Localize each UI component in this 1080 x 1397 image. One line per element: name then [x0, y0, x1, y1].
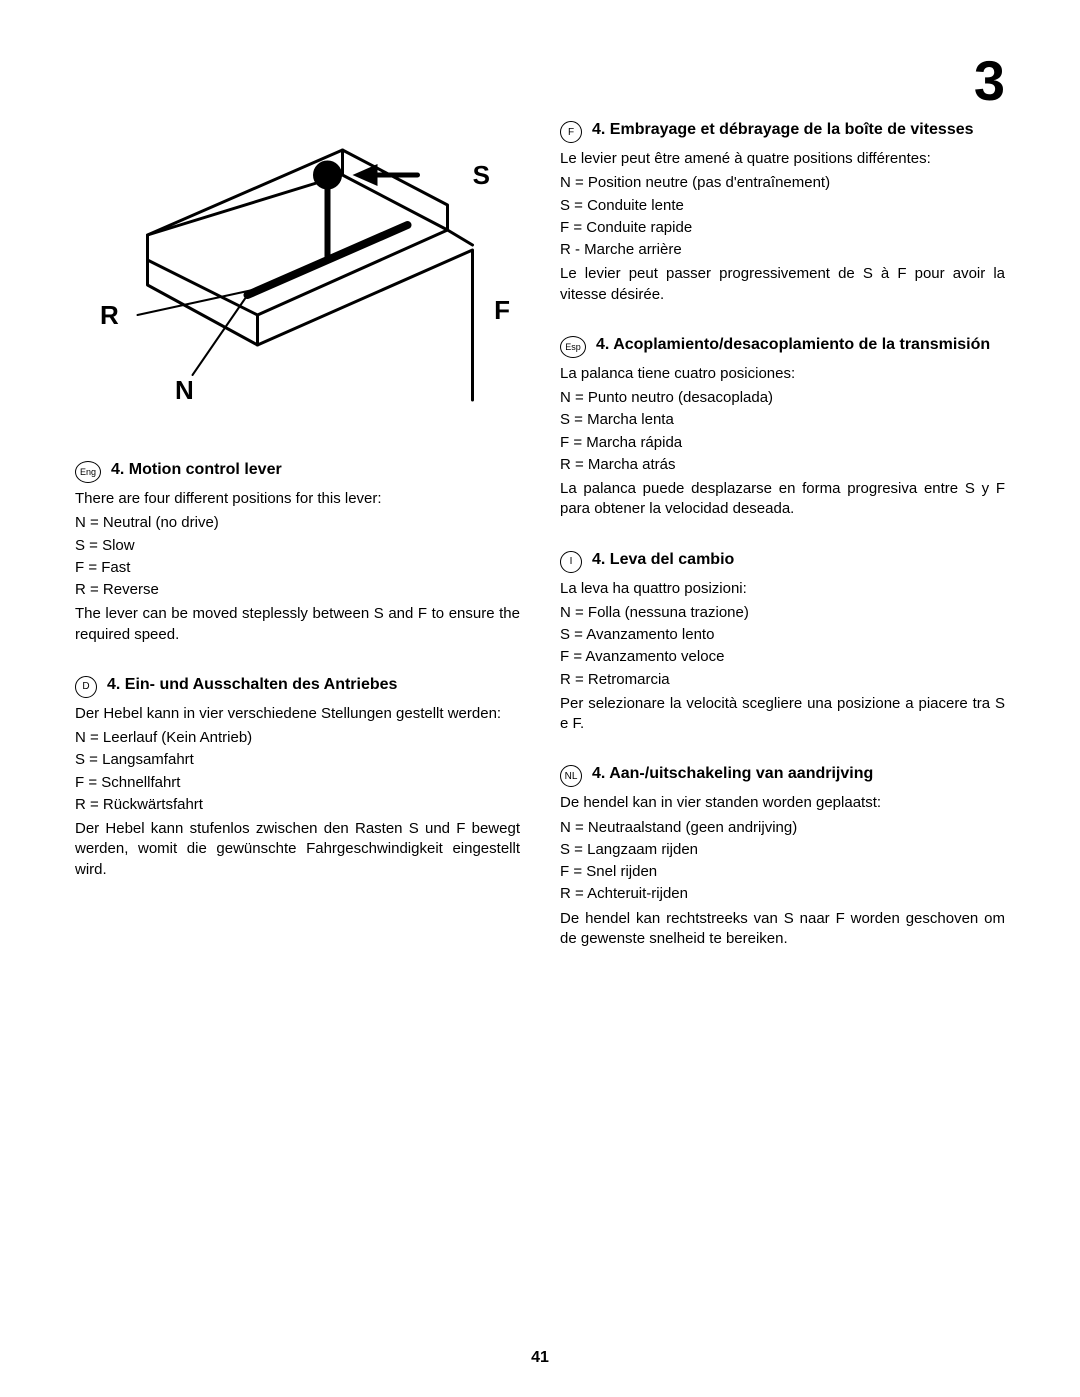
- line-f-2: F = Conduite rapide: [560, 218, 1005, 238]
- page-number-bottom: 41: [531, 1349, 549, 1367]
- line-i-3: R = Retromarcia: [560, 670, 1005, 690]
- section-nl: NL 4. Aan-/uitschakeling van aandrijving…: [560, 764, 1005, 949]
- line-f-1: S = Conduite lente: [560, 196, 1005, 216]
- intro-nl: De hendel kan in vier standen worden gep…: [560, 793, 1005, 813]
- line-f-0: N = Position neutre (pas d'entraînement): [560, 173, 1005, 193]
- section-title-i: 4. Leva del cambio: [592, 550, 734, 571]
- outro-nl: De hendel kan rechtstreeks van S naar F …: [560, 909, 1005, 950]
- content-columns: S F R N Eng 4. Motion control lever Ther…: [75, 120, 1005, 979]
- section-eng: Eng 4. Motion control lever There are fo…: [75, 460, 520, 645]
- section-esp: Esp 4. Acoplamiento/desacoplamiento de l…: [560, 335, 1005, 520]
- line-nl-0: N = Neutraalstand (geen andrijving): [560, 818, 1005, 838]
- line-eng-1: S = Slow: [75, 536, 520, 556]
- line-esp-2: F = Marcha rápida: [560, 433, 1005, 453]
- line-nl-3: R = Achteruit-rijden: [560, 884, 1005, 904]
- diagram-label-r: R: [100, 300, 119, 331]
- lang-badge-f: F: [560, 121, 582, 143]
- lever-diagram-svg: [75, 120, 520, 420]
- section-title-eng: 4. Motion control lever: [111, 460, 282, 481]
- left-column: S F R N Eng 4. Motion control lever Ther…: [75, 120, 520, 979]
- outro-d: Der Hebel kann stufenlos zwischen den Ra…: [75, 819, 520, 880]
- section-title-nl: 4. Aan-/uitschakeling van aandrijving: [592, 764, 873, 785]
- line-esp-1: S = Marcha lenta: [560, 410, 1005, 430]
- section-f: F 4. Embrayage et débrayage de la boîte …: [560, 120, 1005, 305]
- diagram-label-f: F: [494, 295, 510, 326]
- lang-badge-eng: Eng: [75, 461, 101, 483]
- line-esp-3: R = Marcha atrás: [560, 455, 1005, 475]
- line-eng-0: N = Neutral (no drive): [75, 513, 520, 533]
- intro-eng: There are four different positions for t…: [75, 489, 520, 509]
- line-f-3: R - Marche arrière: [560, 240, 1005, 260]
- line-eng-3: R = Reverse: [75, 580, 520, 600]
- right-column: F 4. Embrayage et débrayage de la boîte …: [560, 120, 1005, 979]
- line-esp-0: N = Punto neutro (desacoplada): [560, 388, 1005, 408]
- diagram-label-n: N: [175, 375, 194, 406]
- section-i: I 4. Leva del cambio La leva ha quattro …: [560, 550, 1005, 735]
- section-d: D 4. Ein- und Ausschalten des Antriebes …: [75, 675, 520, 880]
- line-i-1: S = Avanzamento lento: [560, 625, 1005, 645]
- line-d-2: F = Schnellfahrt: [75, 773, 520, 793]
- intro-esp: La palanca tiene cuatro posiciones:: [560, 364, 1005, 384]
- lang-badge-nl: NL: [560, 765, 582, 787]
- lever-diagram: S F R N: [75, 120, 520, 420]
- line-i-0: N = Folla (nessuna trazione): [560, 603, 1005, 623]
- line-nl-2: F = Snel rijden: [560, 862, 1005, 882]
- lang-badge-esp: Esp: [560, 336, 586, 358]
- section-title-f: 4. Embrayage et débrayage de la boîte de…: [592, 120, 974, 141]
- outro-esp: La palanca puede desplazarse en forma pr…: [560, 479, 1005, 520]
- line-eng-2: F = Fast: [75, 558, 520, 578]
- intro-i: La leva ha quattro posizioni:: [560, 579, 1005, 599]
- line-d-1: S = Langsamfahrt: [75, 750, 520, 770]
- outro-f: Le levier peut passer progressivement de…: [560, 264, 1005, 305]
- line-d-3: R = Rückwärtsfahrt: [75, 795, 520, 815]
- page-number-top: 3: [974, 48, 1005, 113]
- line-i-2: F = Avanzamento veloce: [560, 647, 1005, 667]
- lang-badge-i: I: [560, 551, 582, 573]
- section-title-d: 4. Ein- und Ausschalten des Antriebes: [107, 675, 397, 696]
- diagram-label-s: S: [473, 160, 490, 191]
- lang-badge-d: D: [75, 676, 97, 698]
- line-nl-1: S = Langzaam rijden: [560, 840, 1005, 860]
- intro-d: Der Hebel kann in vier verschiedene Stel…: [75, 704, 520, 724]
- outro-i: Per selezionare la velocità scegliere un…: [560, 694, 1005, 735]
- line-d-0: N = Leerlauf (Kein Antrieb): [75, 728, 520, 748]
- intro-f: Le levier peut être amené à quatre posit…: [560, 149, 1005, 169]
- section-title-esp: 4. Acoplamiento/desacoplamiento de la tr…: [596, 335, 990, 356]
- outro-eng: The lever can be moved steplessly betwee…: [75, 604, 520, 645]
